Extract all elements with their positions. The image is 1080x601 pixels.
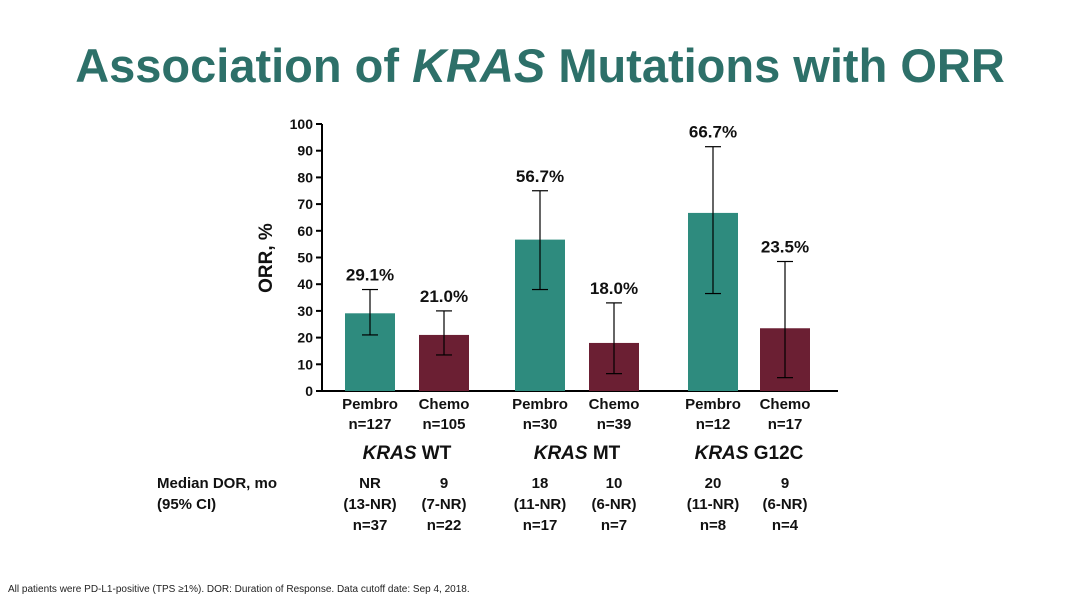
- dor-ci: (11-NR): [514, 496, 567, 513]
- data-label: 21.0%: [420, 287, 468, 306]
- footnote: All patients were PD-L1-positive (TPS ≥1…: [8, 584, 470, 595]
- group-label: KRAS MT: [534, 443, 621, 464]
- y-tick-label: 30: [297, 303, 313, 319]
- dor-median: NR: [359, 475, 381, 492]
- dor-ci: (6-NR): [592, 496, 637, 513]
- data-label: 56.7%: [516, 167, 564, 186]
- category-n: n=105: [423, 416, 466, 433]
- dor-median: 18: [532, 475, 549, 492]
- y-tick-label: 70: [297, 196, 313, 212]
- y-tick-label: 10: [297, 356, 313, 372]
- y-tick-label: 40: [297, 276, 313, 292]
- data-label: 66.7%: [689, 123, 737, 142]
- category-label: Pembro: [342, 396, 398, 413]
- category-n: n=127: [349, 416, 392, 433]
- slide-title: Association of KRAS Mutations with ORR: [0, 38, 1080, 93]
- dor-n: n=22: [427, 517, 462, 534]
- data-label: 23.5%: [761, 238, 809, 257]
- dor-label-line1: Median DOR, mo: [157, 475, 277, 492]
- category-n: n=30: [523, 416, 558, 433]
- category-label: Chemo: [760, 396, 811, 413]
- y-tick-label: 20: [297, 330, 313, 346]
- y-tick-label: 90: [297, 143, 313, 159]
- category-n: n=12: [696, 416, 731, 433]
- dor-n: n=37: [353, 517, 388, 534]
- dor-median: 9: [781, 475, 789, 492]
- y-axis-label: ORR, %: [256, 223, 277, 293]
- title-post: Mutations with ORR: [545, 39, 1005, 92]
- group-label: KRAS WT: [363, 443, 452, 464]
- data-label: 29.1%: [346, 266, 394, 285]
- dor-label-line2: (95% CI): [157, 496, 216, 513]
- dor-n: n=17: [523, 517, 558, 534]
- dor-median: 10: [606, 475, 623, 492]
- category-n: n=39: [597, 416, 632, 433]
- y-tick-label: 100: [290, 116, 314, 132]
- dor-ci: (11-NR): [687, 496, 740, 513]
- group-label-rest: WT: [417, 443, 452, 464]
- dor-median: 9: [440, 475, 448, 492]
- group-label-rest: MT: [588, 443, 621, 464]
- group-label: KRAS G12C: [695, 443, 804, 464]
- dor-ci: (13-NR): [343, 496, 396, 513]
- dor-n: n=8: [700, 517, 726, 534]
- dor-median: 20: [705, 475, 722, 492]
- dor-n: n=4: [772, 517, 799, 534]
- data-label: 18.0%: [590, 279, 638, 298]
- dor-ci: (6-NR): [763, 496, 808, 513]
- group-label-italic: KRAS: [695, 443, 749, 464]
- category-label: Pembro: [685, 396, 741, 413]
- y-tick-label: 0: [305, 383, 313, 399]
- dor-ci: (7-NR): [422, 496, 467, 513]
- category-label: Chemo: [589, 396, 640, 413]
- y-tick-label: 80: [297, 169, 313, 185]
- title-italic: KRAS: [412, 39, 546, 92]
- category-n: n=17: [768, 416, 803, 433]
- y-tick-label: 60: [297, 223, 313, 239]
- title-pre: Association of: [75, 39, 413, 92]
- category-label: Chemo: [419, 396, 470, 413]
- group-label-italic: KRAS: [363, 443, 417, 464]
- category-label: Pembro: [512, 396, 568, 413]
- group-label-rest: G12C: [748, 443, 803, 464]
- group-label-italic: KRAS: [534, 443, 588, 464]
- dor-n: n=7: [601, 517, 627, 534]
- y-tick-label: 50: [297, 250, 313, 266]
